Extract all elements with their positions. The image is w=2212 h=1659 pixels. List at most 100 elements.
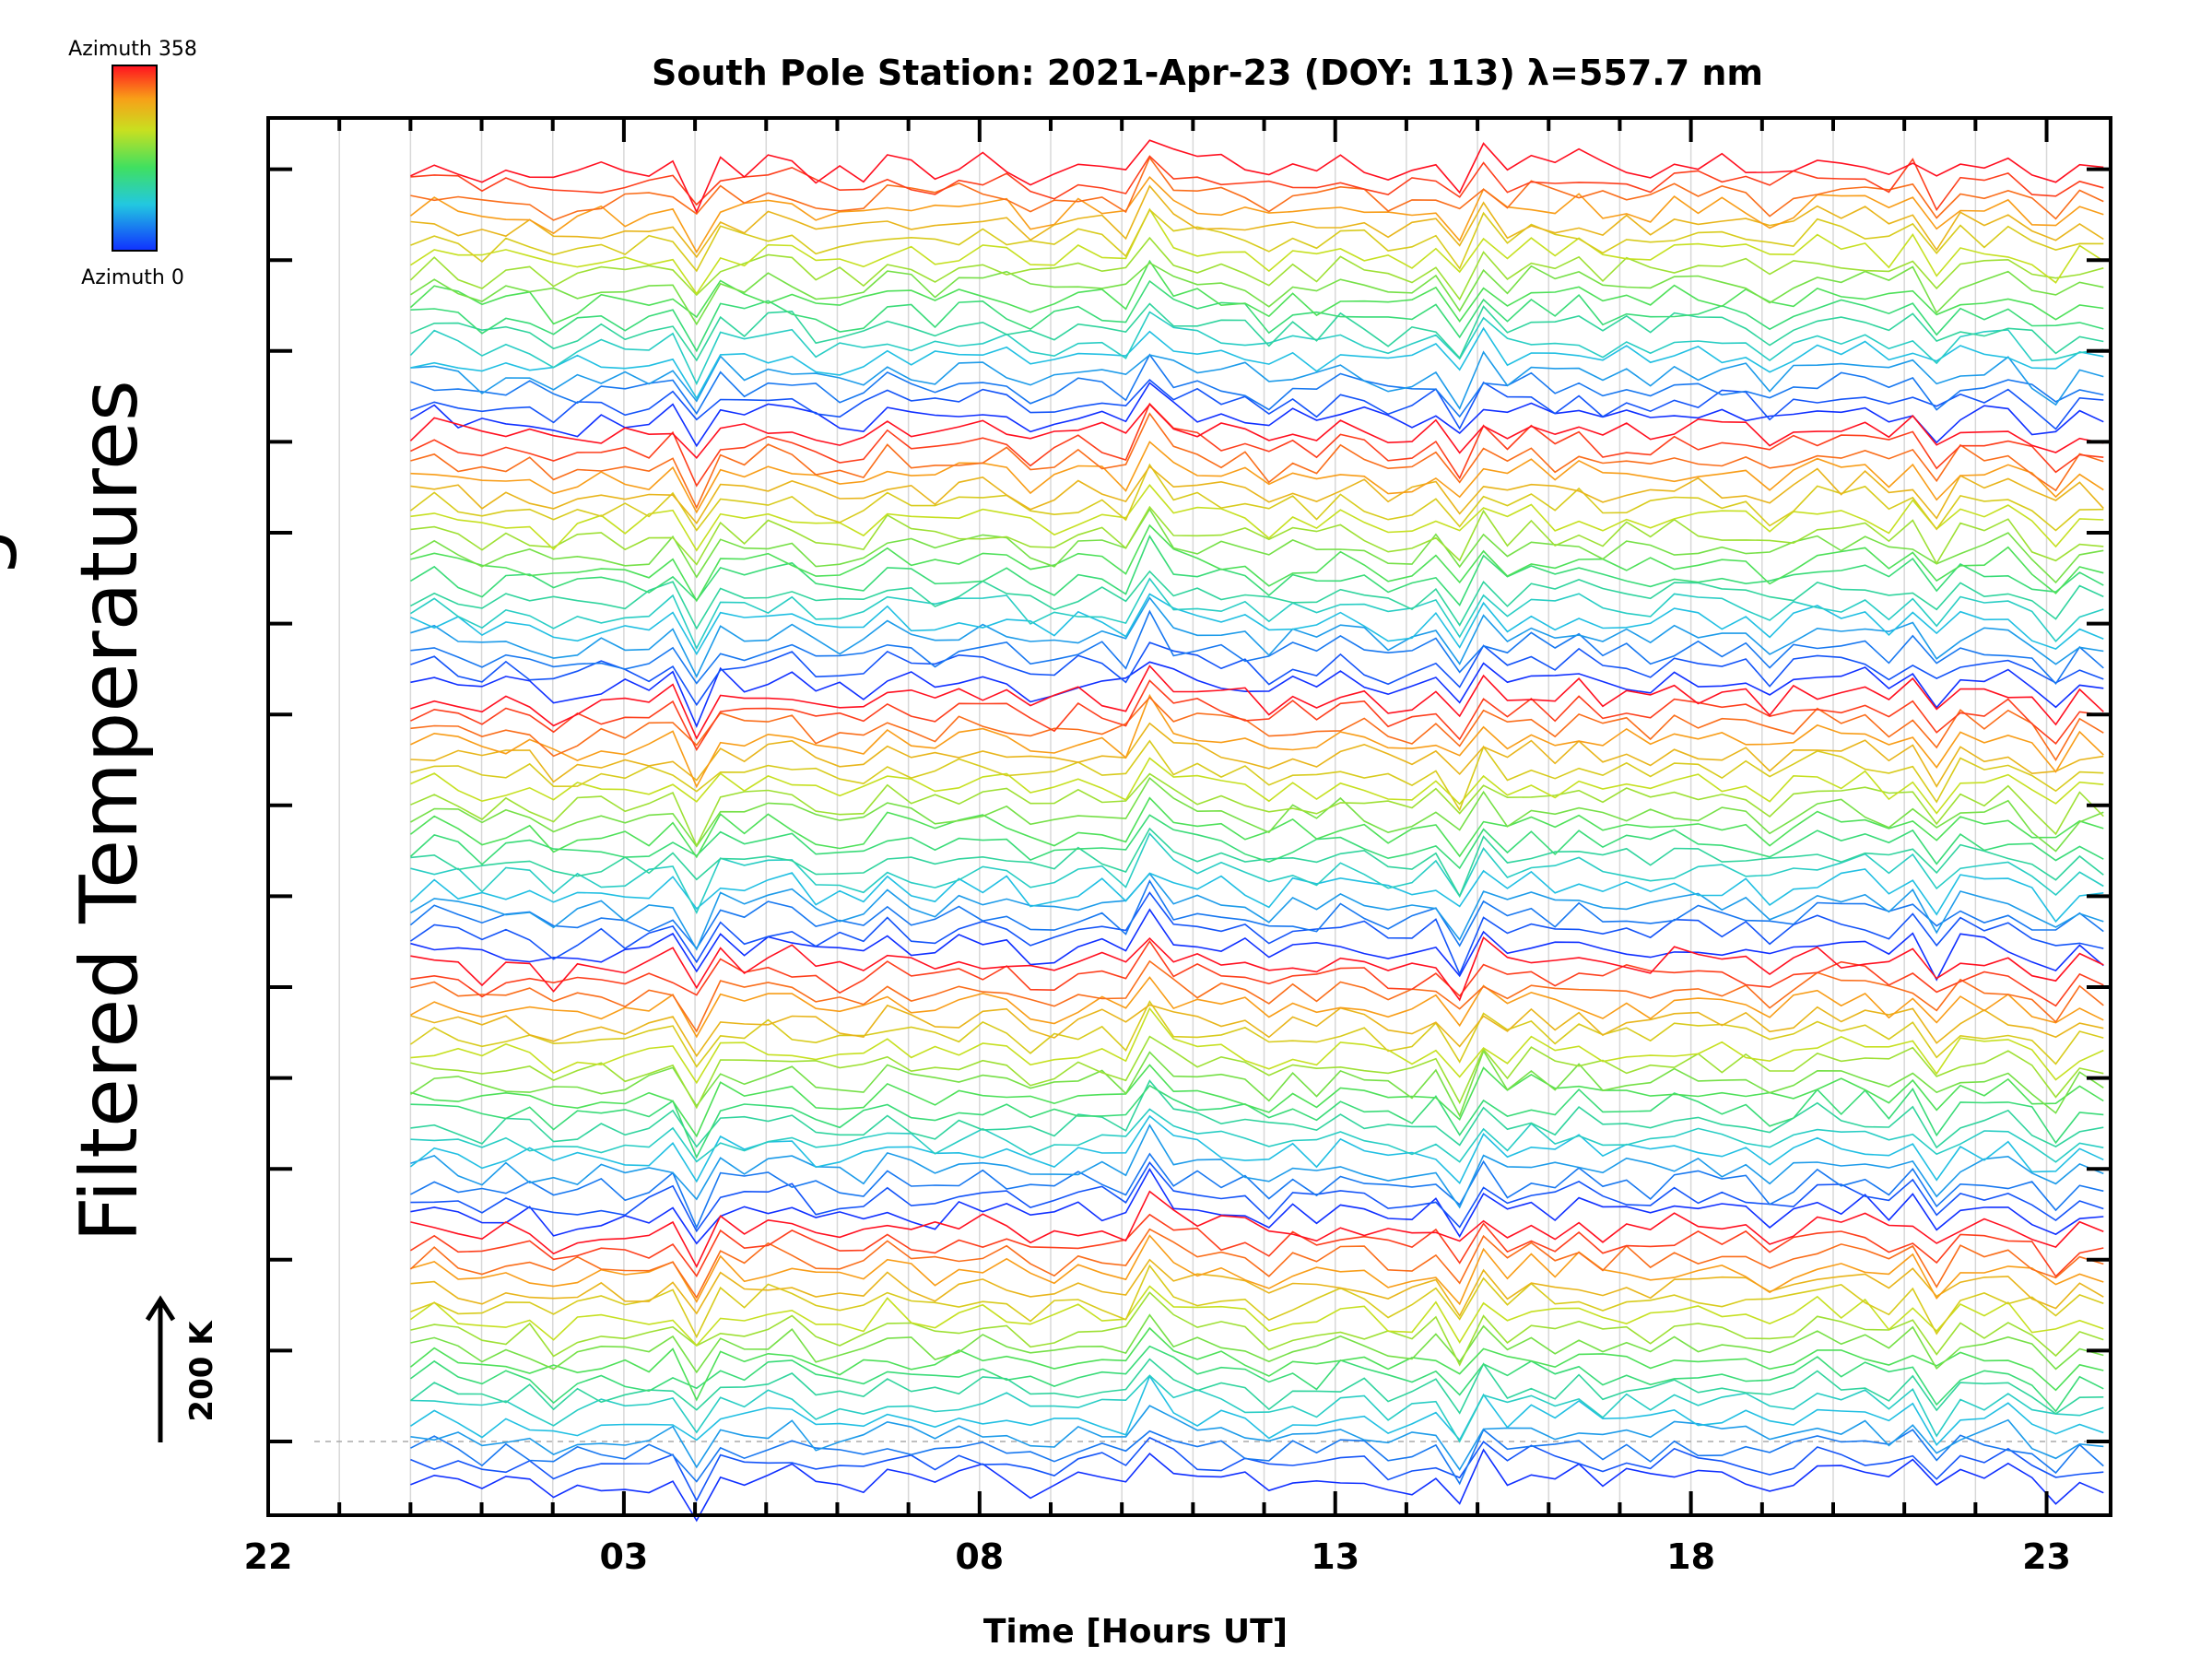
azimuth-trace <box>409 259 2104 325</box>
azimuth-trace <box>409 535 2104 606</box>
azimuth-trace <box>409 1000 2104 1068</box>
azimuth-trace <box>409 508 2104 584</box>
azimuth-trace <box>410 661 2104 728</box>
azimuth-trace <box>410 679 2104 752</box>
azimuth-trace <box>410 665 2104 740</box>
azimuth-trace <box>410 959 2104 1033</box>
azimuth-trace <box>410 1064 2104 1138</box>
x-tick-label: 03 <box>599 1536 648 1577</box>
azimuth-trace <box>410 302 2104 362</box>
azimuth-trace <box>410 505 2104 566</box>
azimuth-trace <box>409 1114 2104 1185</box>
azimuth-trace <box>409 403 2104 460</box>
azimuth-trace <box>410 184 2104 259</box>
azimuth-trace <box>410 1161 2104 1233</box>
x-tick-label: 23 <box>2022 1536 2071 1577</box>
azimuth-trace <box>409 1326 2104 1402</box>
azimuth-trace <box>410 484 2104 552</box>
azimuth-trace <box>410 441 2104 514</box>
axis-ticks <box>266 118 2111 1515</box>
azimuth-trace <box>410 1168 2104 1245</box>
x-axis-label: Time [Hours UT] <box>983 1613 1288 1651</box>
azimuth-trace <box>410 1079 2104 1149</box>
azimuth-trace <box>410 1190 2104 1268</box>
azimuth-trace <box>410 693 2104 789</box>
azimuth-trace <box>409 1345 2104 1413</box>
azimuth-trace <box>410 772 2104 848</box>
azimuth-trace <box>410 609 2104 685</box>
azimuth-trace <box>410 908 2104 982</box>
azimuth-trace <box>409 796 2104 859</box>
colorbar-gradient <box>112 65 158 252</box>
azimuth-trace <box>410 465 2104 525</box>
azimuth-trace <box>410 1374 2104 1443</box>
y-axis-label: Filtered Temperatures <box>64 380 156 1242</box>
azimuth-trace <box>410 326 2104 400</box>
azimuth-trace <box>409 311 2104 386</box>
plot-frame <box>266 116 2112 1517</box>
azimuth-trace <box>409 236 2104 301</box>
azimuth-trace <box>410 722 2104 788</box>
x-tick-label: 22 <box>244 1536 293 1577</box>
azimuth-trace <box>409 262 2104 326</box>
azimuth-trace <box>410 1313 2104 1374</box>
scale-arrow: 200 K <box>145 1295 220 1442</box>
azimuth-trace <box>410 139 2104 214</box>
azimuth-trace <box>410 208 2104 273</box>
azimuth-trace <box>410 776 2104 853</box>
chart-title: South Pole Station: 2021-Apr-23 (DOY: 11… <box>652 53 1763 93</box>
x-tick-labels: 22 03 08 13 18 23 <box>244 1536 2071 1577</box>
azimuth-trace <box>410 757 2104 815</box>
azimuth-trace <box>410 1152 2104 1230</box>
azimuth-trace <box>410 1035 2104 1110</box>
azimuth-trace <box>410 402 2104 488</box>
azimuth-trace <box>409 1358 2104 1415</box>
azimuth-colorbar: Azimuth 358 Azimuth 0 <box>68 38 197 289</box>
azimuth-trace <box>410 1006 2104 1085</box>
azimuth-trace <box>410 1291 2104 1367</box>
azimuth-traces <box>409 139 2104 1523</box>
colorbar-bottom-label: Azimuth 0 <box>81 266 184 289</box>
azimuth-trace <box>410 1436 2104 1502</box>
azimuth-trace <box>409 872 2104 951</box>
azimuth-trace <box>410 155 2104 212</box>
azimuth-trace <box>409 1228 2104 1300</box>
azimuth-trace <box>410 1428 2104 1486</box>
x-tick-label: 13 <box>1311 1536 1359 1577</box>
scale-label: 200 K <box>183 1320 220 1422</box>
vertical-gridlines <box>314 118 2111 1515</box>
azimuth-trace <box>410 1405 2104 1471</box>
azimuth-trace <box>409 1213 2104 1278</box>
azimuth-trace <box>410 827 2104 899</box>
azimuth-trace <box>410 378 2104 430</box>
azimuth-trace <box>409 814 2104 870</box>
azimuth-trace <box>410 1258 2104 1318</box>
azimuth-trace <box>410 976 2104 1039</box>
azimuth-trace <box>409 207 2104 296</box>
azimuth-trace <box>410 641 2104 707</box>
azimuth-trace <box>409 1374 2104 1447</box>
azimuth-trace <box>410 1124 2104 1209</box>
azimuth-trace <box>409 891 2104 976</box>
azimuth-trace <box>410 1234 2104 1306</box>
azimuth-trace <box>410 524 2104 603</box>
azimuth-trace <box>410 935 2104 1002</box>
azimuth-trace <box>409 1285 2104 1347</box>
azimuth-trace <box>409 463 2104 532</box>
x-tick-label: 18 <box>1666 1536 1715 1577</box>
azimuth-trace <box>410 1004 2104 1058</box>
azimuth-trace <box>410 739 2104 812</box>
azimuth-trace <box>409 382 2104 448</box>
azimuth-trace <box>410 156 2104 221</box>
azimuth-trace <box>410 1264 2104 1339</box>
azimuth-trace <box>410 279 2104 353</box>
azimuth-trace <box>410 831 2104 915</box>
azimuth-trace <box>410 353 2104 418</box>
azimuth-trace <box>410 596 2104 678</box>
azimuth-trace <box>410 412 2104 510</box>
azimuth-trace <box>410 350 2104 410</box>
azimuth-trace <box>410 1108 2104 1163</box>
colorbar-top-label: Azimuth 358 <box>68 38 197 61</box>
